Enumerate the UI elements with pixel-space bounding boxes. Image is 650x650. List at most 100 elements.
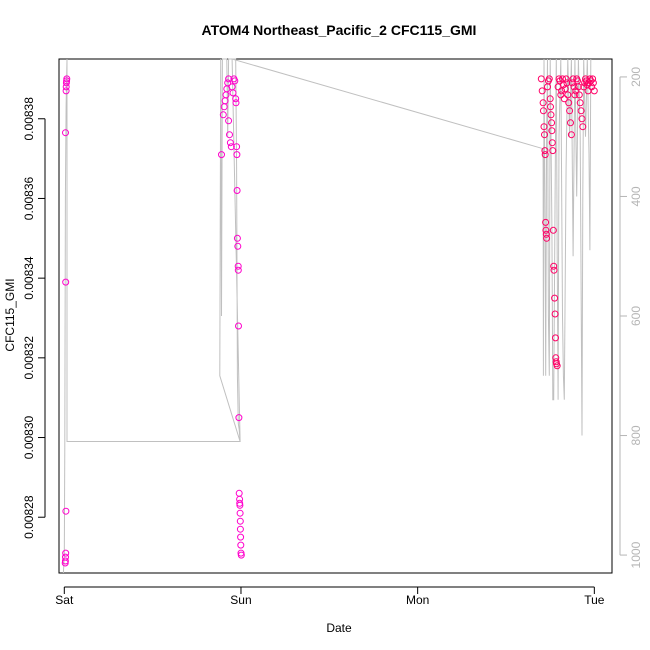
- data-point: [236, 517, 244, 525]
- data-point: [228, 83, 236, 91]
- data-point: [63, 75, 71, 83]
- data-point: [539, 99, 547, 107]
- chart-title: ATOM4 Northeast_Pacific_2 CFC115_GMI: [202, 22, 477, 38]
- data-point: [562, 75, 570, 83]
- data-point: [218, 151, 225, 159]
- data-point: [559, 81, 567, 89]
- data-point: [557, 91, 565, 99]
- y-tick-label: 0.00830: [22, 415, 36, 459]
- data-point: [578, 115, 586, 123]
- data-point: [225, 117, 233, 125]
- data-point: [545, 75, 553, 83]
- points-layer: [61, 75, 598, 567]
- data-point: [237, 533, 245, 541]
- x-tick-label: Sun: [230, 593, 251, 607]
- data-point: [548, 119, 556, 127]
- data-point: [548, 127, 556, 135]
- x-tick-label: Mon: [406, 593, 429, 607]
- data-point: [565, 99, 573, 107]
- data-point: [225, 75, 233, 83]
- data-point: [540, 123, 548, 131]
- y2-tick-label: 600: [629, 306, 643, 326]
- data-point: [62, 129, 69, 137]
- data-point: [229, 89, 237, 97]
- data-point: [234, 262, 242, 270]
- data-point: [233, 143, 241, 151]
- axes-layer: Sat Sun Mon Tue 0.00828 0.00830 0.00832 0.00834…: [22, 67, 643, 607]
- data-point: [547, 111, 555, 119]
- data-point: [235, 322, 242, 330]
- pressure-line-layer: [62, 58, 592, 574]
- y2-tick-label: 200: [629, 67, 643, 87]
- y2-tick-label: 400: [629, 186, 643, 206]
- data-point: [235, 489, 243, 497]
- data-point: [546, 95, 554, 103]
- data-point: [227, 143, 235, 151]
- data-point: [569, 75, 577, 83]
- data-point: [62, 507, 70, 515]
- data-point: [552, 334, 559, 342]
- data-point: [567, 131, 575, 139]
- data-point: [560, 95, 568, 103]
- data-point: [539, 107, 547, 115]
- data-point: [580, 83, 588, 91]
- data-point: [589, 79, 597, 87]
- data-point: [62, 278, 70, 286]
- data-point: [235, 414, 243, 422]
- data-point: [571, 91, 579, 99]
- data-point: [542, 218, 550, 226]
- data-point: [219, 111, 227, 119]
- data-point: [547, 103, 554, 111]
- data-point: [233, 234, 241, 242]
- data-point: [551, 310, 559, 318]
- data-point: [237, 541, 245, 549]
- data-point: [231, 77, 239, 85]
- y-axis-label: CFC115_GMI: [3, 278, 17, 351]
- y-tick-label: 0.00832: [22, 336, 36, 380]
- data-point: [566, 107, 574, 115]
- data-point: [232, 95, 240, 103]
- x-axis-label: Date: [326, 621, 352, 635]
- data-point: [224, 79, 232, 87]
- data-point: [549, 226, 557, 234]
- y2-tick-label: 1000: [629, 541, 643, 568]
- data-point: [541, 147, 549, 155]
- data-point: [553, 362, 561, 370]
- y-tick-label: 0.00836: [22, 176, 36, 220]
- data-point: [590, 87, 598, 95]
- data-point: [236, 501, 244, 509]
- data-point: [542, 230, 550, 238]
- data-point: [226, 131, 233, 139]
- data-point: [232, 99, 240, 107]
- data-point: [233, 187, 241, 194]
- data-point: [61, 557, 69, 565]
- data-point: [62, 549, 70, 557]
- pressure-line: [62, 58, 592, 574]
- y2-tick-label: 800: [629, 425, 643, 445]
- x-tick-label: Sat: [55, 593, 74, 607]
- data-point: [62, 553, 69, 561]
- data-point: [550, 266, 558, 274]
- data-point: [541, 151, 549, 159]
- data-point: [570, 83, 578, 91]
- data-point: [550, 262, 558, 270]
- data-point: [579, 123, 587, 131]
- data-point: [236, 509, 244, 517]
- data-point: [577, 107, 585, 115]
- data-point: [537, 75, 545, 83]
- y-tick-label: 0.00838: [22, 97, 36, 141]
- data-point: [575, 91, 583, 99]
- data-point: [574, 83, 582, 91]
- data-point: [589, 75, 597, 83]
- data-point: [563, 79, 571, 87]
- data-point: [538, 87, 546, 95]
- data-point: [226, 139, 234, 147]
- data-point: [549, 147, 557, 155]
- data-point: [543, 234, 551, 242]
- data-point: [233, 151, 241, 159]
- data-point: [548, 139, 556, 147]
- data-point: [567, 119, 574, 127]
- data-point: [234, 242, 242, 250]
- data-point: [551, 294, 559, 302]
